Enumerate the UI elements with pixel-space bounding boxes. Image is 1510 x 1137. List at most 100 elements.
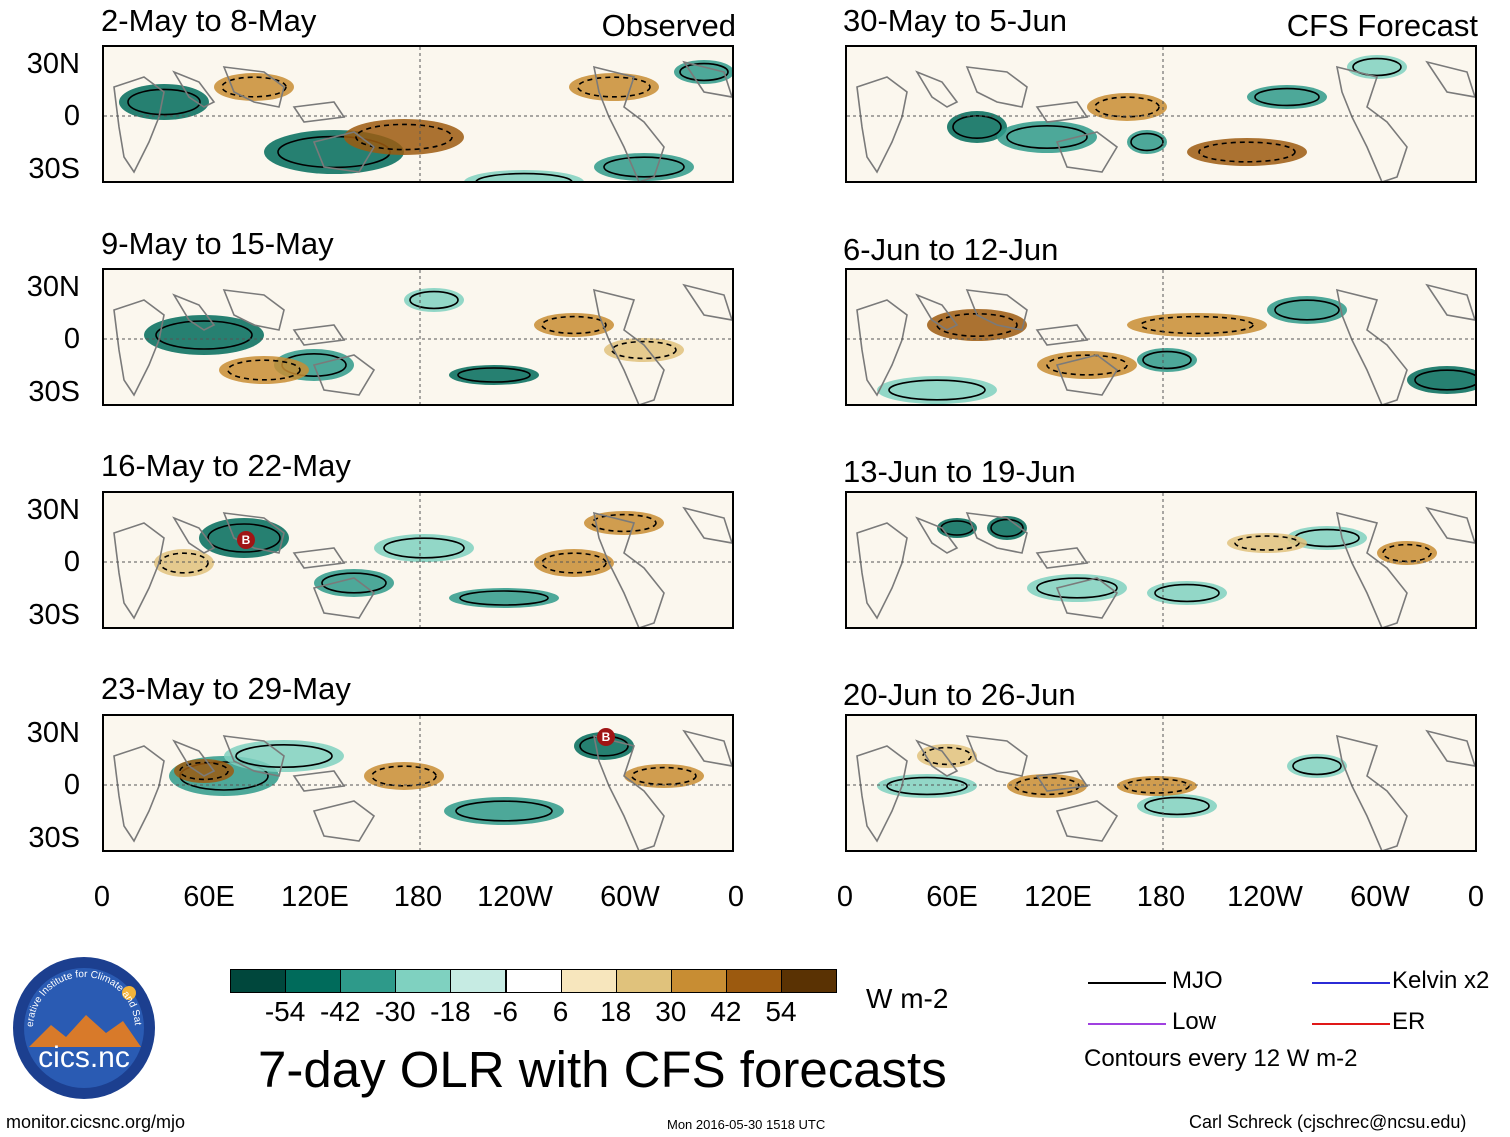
olr-anomaly-blob bbox=[1377, 541, 1437, 565]
colorbar-swatch bbox=[670, 969, 727, 993]
mjo-contour bbox=[383, 537, 465, 559]
mjo-contour bbox=[455, 800, 553, 822]
mjo-contour bbox=[1124, 778, 1190, 794]
map-obs-1[interactable] bbox=[102, 45, 734, 183]
colorbar-tick-label: 54 bbox=[765, 996, 797, 1027]
lon-label-60e: 60E bbox=[926, 881, 978, 913]
mjo-contour bbox=[886, 776, 968, 796]
colorbar-swatch bbox=[615, 969, 672, 993]
coastline bbox=[856, 745, 908, 843]
olr-anomaly-field bbox=[104, 270, 732, 404]
mjo-contour bbox=[221, 76, 287, 98]
coastline bbox=[312, 354, 376, 396]
coastline bbox=[113, 299, 165, 397]
map-fc-2[interactable] bbox=[845, 268, 1477, 406]
olr-anomaly-field bbox=[847, 47, 1475, 181]
colorbar-tick-label: 6 bbox=[552, 996, 569, 1027]
coastline bbox=[1335, 511, 1408, 627]
colorbar-tick-label: 18 bbox=[600, 996, 632, 1027]
forecast-tag: CFS Forecast bbox=[1286, 8, 1478, 43]
lat-label-eq: 0 bbox=[63, 769, 80, 801]
colorbar-swatch bbox=[781, 969, 838, 993]
mjo-contour bbox=[1274, 299, 1340, 321]
footer-url[interactable]: monitor.cicsnc.org/mjo bbox=[6, 1112, 186, 1132]
lat-label-30s: 30S bbox=[28, 376, 80, 408]
olr-anomaly-blob bbox=[364, 762, 444, 790]
coastline bbox=[1425, 729, 1475, 767]
mjo-contour bbox=[1094, 96, 1160, 118]
coastline bbox=[292, 547, 346, 569]
coastline bbox=[1335, 288, 1408, 404]
colorbar-swatch bbox=[230, 969, 287, 993]
legend-line-er bbox=[1312, 1023, 1390, 1025]
mjo-contour bbox=[1014, 776, 1080, 796]
mjo-contour bbox=[459, 590, 549, 606]
panel-title-fc-4: 20-Jun to 26-Jun bbox=[843, 677, 1076, 712]
lon-label-120e: 120E bbox=[1024, 881, 1092, 913]
mjo-contour bbox=[1144, 796, 1210, 816]
coastline bbox=[965, 289, 1028, 331]
colorbar-unit: W m-2 bbox=[866, 983, 949, 1014]
map-fc-4[interactable] bbox=[845, 714, 1477, 852]
panel-title-obs-4: 23-May to 29-May bbox=[101, 671, 351, 706]
olr-anomaly-blob bbox=[464, 170, 584, 181]
lat-label-30n: 30N bbox=[26, 48, 80, 80]
map-obs-3[interactable]: B bbox=[102, 491, 734, 629]
footer-author: Carl Schreck (cjschrec@ncsu.edu) bbox=[1189, 1112, 1467, 1132]
mjo-contour bbox=[1130, 132, 1164, 152]
coastline bbox=[682, 729, 732, 767]
coastline bbox=[1335, 65, 1408, 181]
coastline bbox=[113, 76, 165, 174]
colorbar-swatch bbox=[340, 969, 397, 993]
coastline bbox=[312, 577, 376, 619]
legend-line-kelvin bbox=[1312, 982, 1390, 984]
coastline bbox=[592, 511, 665, 627]
coastline bbox=[592, 734, 665, 850]
lat-label-30s: 30S bbox=[28, 599, 80, 631]
coastline bbox=[915, 739, 959, 777]
coastline bbox=[592, 288, 665, 404]
lat-label-30n: 30N bbox=[26, 494, 80, 526]
mjo-contour bbox=[1154, 583, 1220, 603]
coastline bbox=[856, 76, 908, 174]
coastline bbox=[682, 60, 732, 98]
contour-note: Contours every 12 W m-2 bbox=[1084, 1045, 1358, 1072]
colorbar-swatch bbox=[560, 969, 617, 993]
mjo-contour bbox=[227, 359, 301, 381]
mjo-contour bbox=[155, 320, 253, 350]
mjo-contour bbox=[179, 761, 229, 781]
mjo-contour bbox=[1414, 369, 1475, 391]
map-obs-2[interactable] bbox=[102, 268, 734, 406]
mjo-contour bbox=[541, 315, 607, 335]
lon-label-120w: 120W bbox=[1227, 881, 1303, 913]
colorbar-swatch bbox=[505, 969, 562, 993]
legend-line-low bbox=[1088, 1023, 1166, 1025]
panel-title-obs-1: 2-May to 8-May bbox=[101, 3, 317, 38]
cics-logo[interactable]: Cooperative Institute for Climate and Sa… bbox=[7, 947, 157, 1101]
panel-title-fc-1: 30-May to 5-Jun bbox=[843, 3, 1067, 38]
panel-title-obs-2: 9-May to 15-May bbox=[101, 226, 334, 261]
lon-label-120w: 120W bbox=[477, 881, 553, 913]
legend-label-low: Low bbox=[1172, 1008, 1217, 1035]
map-obs-4[interactable]: B bbox=[102, 714, 734, 852]
olr-anomaly-field bbox=[104, 47, 732, 181]
mjo-contour bbox=[1046, 354, 1128, 376]
coastline bbox=[856, 299, 908, 397]
olr-anomaly-blob bbox=[1187, 138, 1307, 166]
map-fc-3[interactable] bbox=[845, 491, 1477, 629]
mjo-contour bbox=[577, 76, 651, 98]
mjo-contour bbox=[888, 379, 986, 401]
coastline bbox=[1035, 770, 1089, 792]
logo-text: cics.nc bbox=[38, 1041, 130, 1074]
mjo-contour bbox=[475, 172, 573, 181]
mjo-contour bbox=[952, 115, 1002, 140]
coastline bbox=[856, 522, 908, 620]
map-fc-1[interactable] bbox=[845, 45, 1477, 183]
mjo-contour bbox=[1382, 543, 1432, 563]
footer-timestamp: Mon 2016-05-30 1518 UTC bbox=[667, 1117, 826, 1132]
colorbar-tick-label: -54 bbox=[264, 996, 306, 1027]
colorbar-tick-label: -30 bbox=[375, 996, 416, 1027]
lat-label-30n: 30N bbox=[26, 271, 80, 303]
coastline bbox=[292, 324, 346, 346]
olr-anomaly-blob bbox=[1087, 93, 1167, 121]
